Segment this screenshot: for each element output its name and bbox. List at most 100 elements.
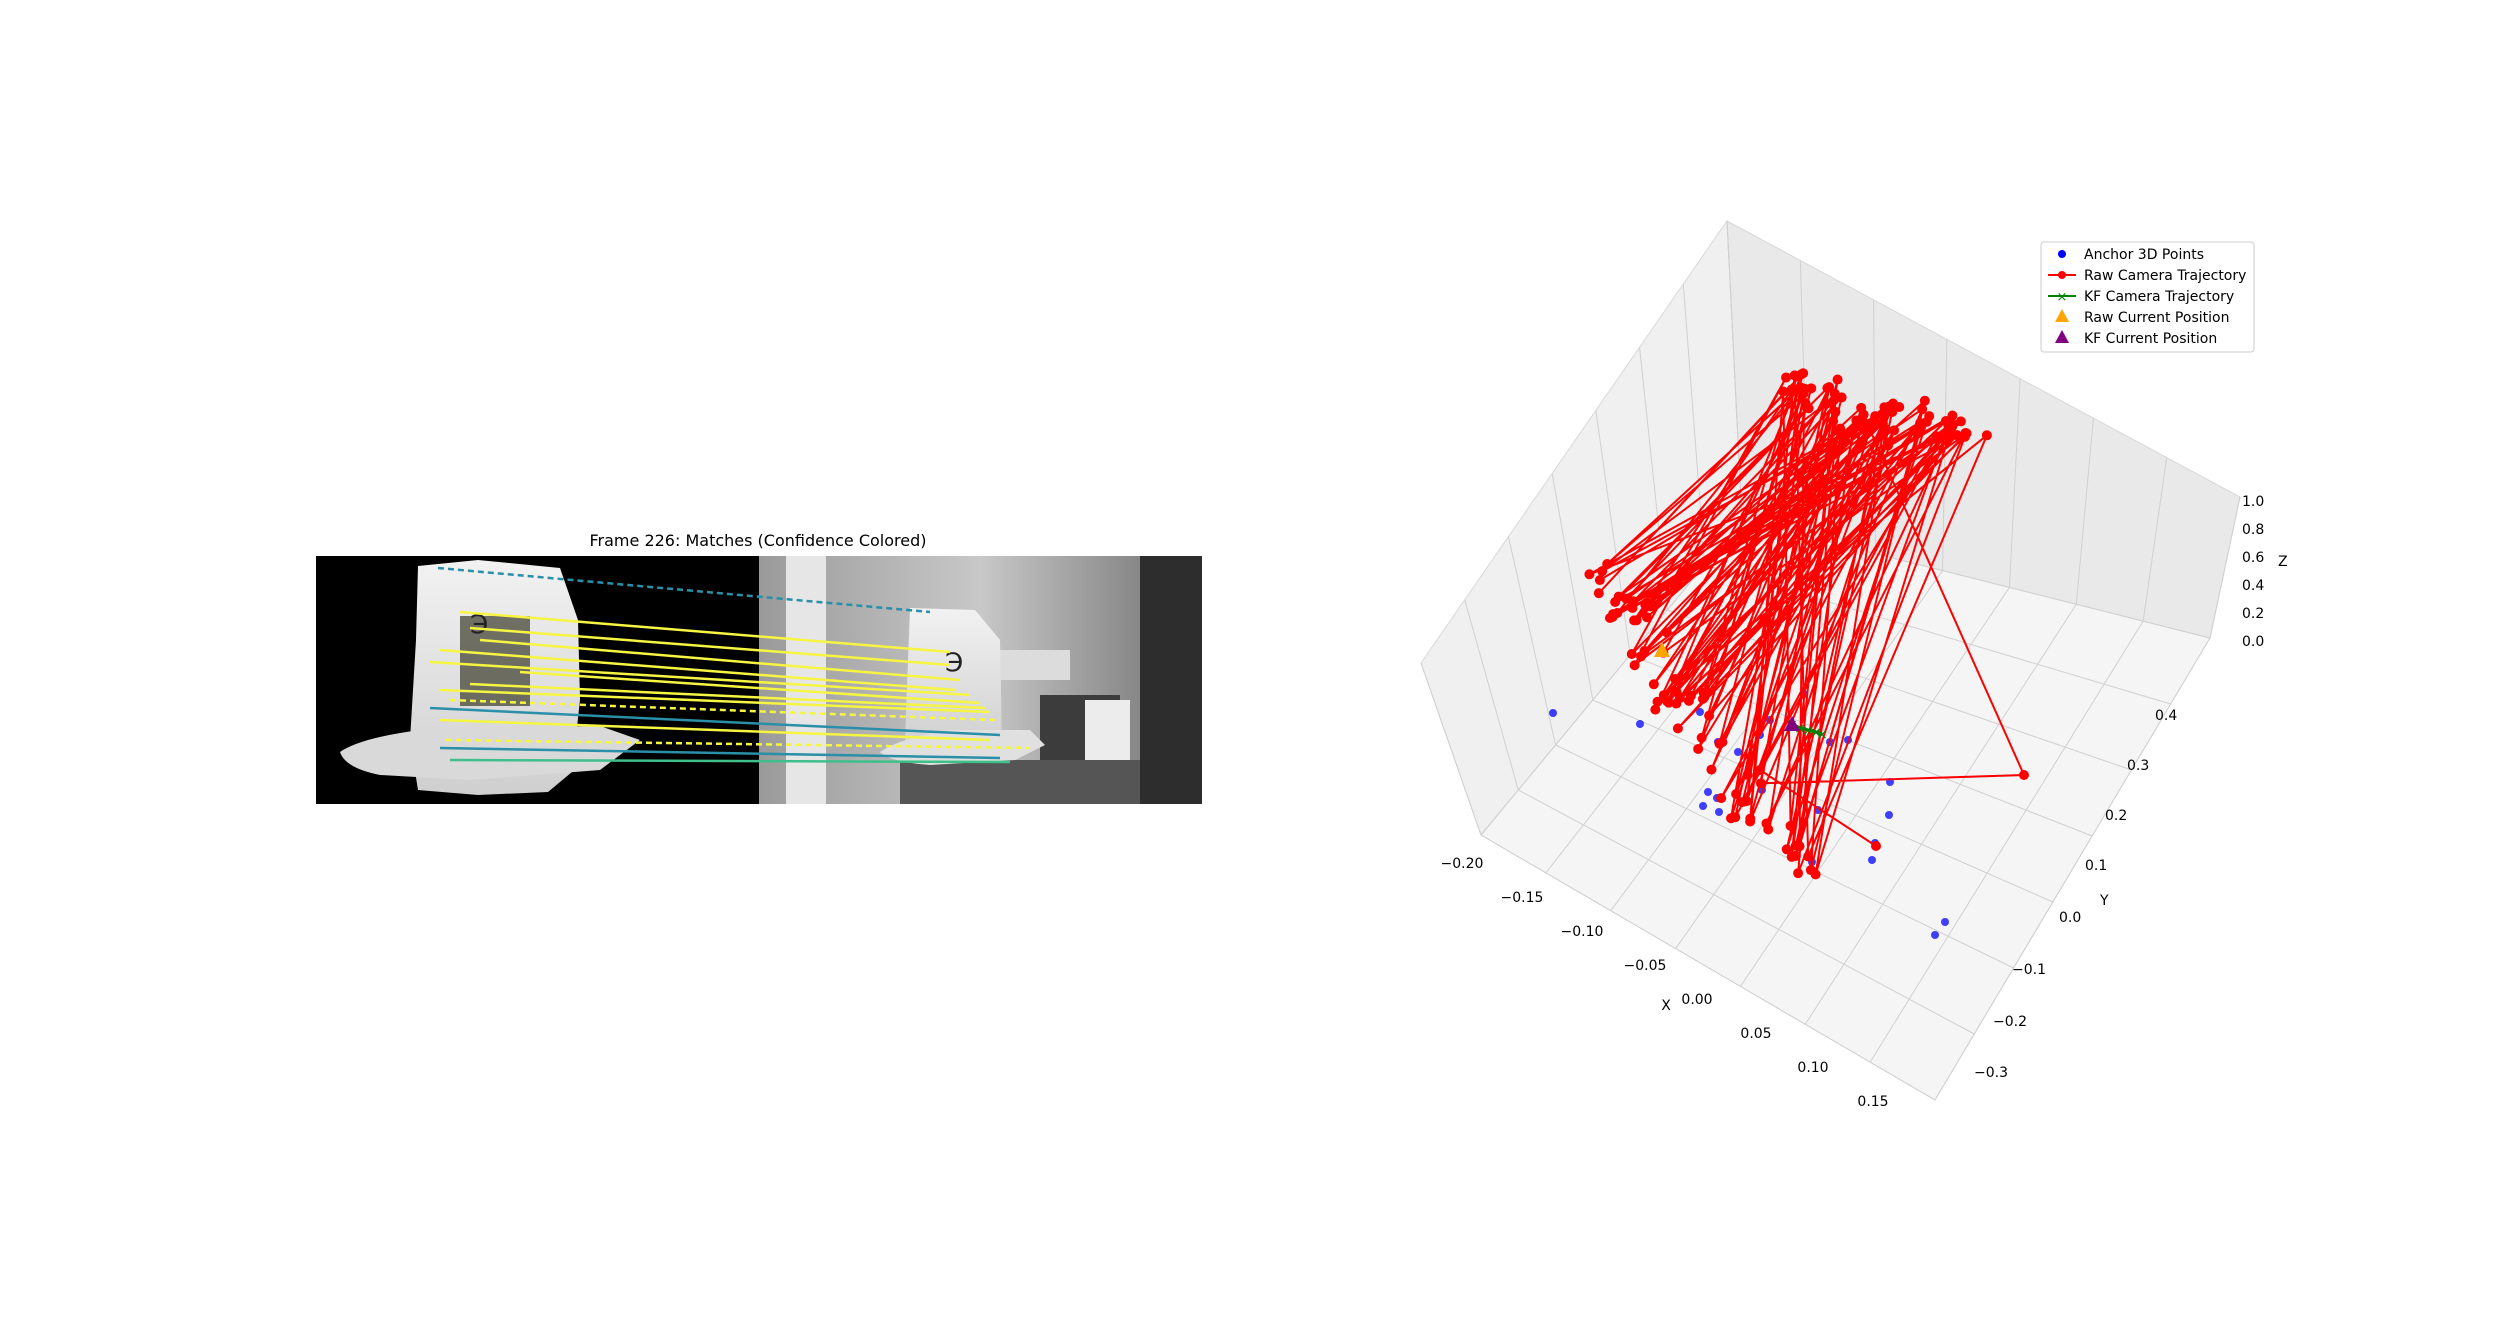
raw-trajectory-point [1806, 383, 1817, 394]
raw-trajectory-point [1755, 778, 1766, 789]
raw-trajectory-point [1714, 738, 1725, 749]
grid-line [2142, 457, 2168, 622]
raw-trajectory-point [1671, 686, 1682, 697]
grid-line [1934, 637, 2211, 1101]
legend-anchor-marker [2058, 250, 2066, 258]
raw-trajectory-point [1745, 813, 1756, 824]
x-tick: 0.05 [1740, 1026, 1771, 1042]
raw-trajectory-point [1960, 427, 1971, 438]
legend-raw-label: Raw Camera Trajectory [2084, 268, 2246, 284]
raw-trajectory-point [1731, 789, 1742, 800]
anchor-point [1885, 811, 1893, 819]
raw-trajectory-point [1981, 430, 1992, 441]
legend-kf-marker: × [2057, 290, 2068, 305]
grid-line [1555, 744, 2014, 969]
raw-trajectory-point [1761, 818, 1772, 829]
raw-trajectory-point [1626, 649, 1637, 660]
raw-trajectory-point [1661, 627, 1672, 638]
match-line [439, 718, 991, 742]
grid-line [1592, 699, 2054, 903]
raw-trajectory-point [1641, 612, 1652, 623]
raw-trajectory-point [1829, 443, 1840, 454]
raw-trajectory-point [2019, 770, 2029, 780]
kf-trajectory-point: × [1816, 727, 1828, 743]
raw-trajectory-point [1640, 599, 1651, 610]
raw-trajectory-point [1658, 690, 1669, 701]
raw-trajectory-point [1955, 416, 1966, 427]
raw-trajectory-point [1629, 615, 1640, 626]
y-axis-ticks: −0.3 −0.2 −0.1 0.0 0.1 0.2 0.3 0.4 Y [1974, 708, 2177, 1081]
raw-trajectory-point [1877, 428, 1888, 439]
z-tick: 0.8 [2242, 522, 2264, 538]
y-tick: 0.3 [2127, 758, 2149, 774]
match-line [439, 746, 1001, 760]
raw-trajectory-point [1683, 695, 1694, 706]
raw-trajectory-point [1856, 402, 1867, 413]
raw-trajectory-point [1597, 566, 1608, 577]
raw-trajectory-point [1888, 398, 1899, 409]
legend-raw-current-label: Raw Current Position [2084, 310, 2229, 326]
grid-line [1507, 536, 1557, 746]
raw-trajectory-point [1629, 660, 1640, 671]
grid-line [2008, 378, 2021, 588]
x-tick: −0.15 [1501, 890, 1544, 906]
match-line [479, 638, 961, 682]
raw-trajectory-point [1716, 793, 1727, 804]
grid-line [1675, 570, 1943, 949]
raw-trajectory-point [1594, 575, 1605, 586]
raw-trajectory-point [1828, 416, 1839, 427]
raw-trajectory-point [1883, 437, 1894, 448]
match-line [439, 688, 991, 714]
raw-trajectory-point [1650, 704, 1661, 715]
match-line [519, 670, 981, 705]
z-tick: 0.6 [2242, 550, 2264, 566]
raw-trajectory-point [1800, 398, 1811, 409]
legend-kf-current-marker [2055, 330, 2069, 343]
x-tick: −0.20 [1441, 856, 1484, 872]
raw-trajectory-point [1820, 399, 1831, 410]
legend-raw-marker [2058, 271, 2066, 279]
z-tick: 0.4 [2242, 578, 2264, 594]
raw-trajectory-point [1836, 392, 1847, 403]
raw-trajectory-point [1889, 425, 1900, 436]
kf-trajectory-point: × [1794, 721, 1806, 737]
raw-trajectory-point [1792, 384, 1803, 395]
raw-trajectory-point [1628, 596, 1639, 607]
x-tick: −0.10 [1561, 924, 1604, 940]
grid-line [2209, 496, 2241, 639]
raw-trajectory-point [1832, 374, 1843, 385]
y-axis-label: Y [2099, 893, 2109, 909]
grid-line [1595, 410, 1631, 656]
raw-trajectory-point [1639, 645, 1650, 656]
raw-trajectory-point [1612, 608, 1623, 619]
match-line [469, 626, 951, 667]
y-tick: −0.1 [2012, 962, 2046, 978]
raw-trajectory-point [1887, 406, 1898, 417]
match-line [445, 738, 1031, 750]
raw-trajectory [1584, 368, 2029, 880]
anchor-point [1704, 788, 1712, 796]
anchor-point [1931, 931, 1939, 939]
kf-trajectory-point: × [1810, 725, 1822, 741]
raw-trajectory-point [1796, 369, 1807, 380]
z-tick: 0.2 [2242, 606, 2264, 622]
anchor-point [1549, 709, 1557, 717]
z-tick: 1.0 [2242, 494, 2264, 510]
grid-line [1740, 587, 2010, 987]
anchor-point [1715, 808, 1723, 816]
match-line [449, 698, 996, 722]
legend-box [2040, 241, 2255, 353]
raw-trajectory-point [1605, 613, 1616, 624]
matches-panel: Frame 226: Matches (Confidence Colored) … [316, 531, 1202, 804]
right-frame-bin [1085, 700, 1130, 760]
raw-trajectory-point [1593, 588, 1604, 599]
kf-trajectory-point: × [1802, 723, 1814, 739]
raw-trajectory-point [1785, 820, 1796, 831]
legend: Anchor 3D Points Raw Camera Trajectory ×… [2040, 241, 2255, 353]
anchor-point [1734, 748, 1742, 756]
raw-trajectory-point [1947, 410, 1958, 421]
x-axis-label: X [1661, 998, 1671, 1014]
match-line [469, 682, 986, 710]
raw-trajectory-point [1706, 764, 1717, 775]
